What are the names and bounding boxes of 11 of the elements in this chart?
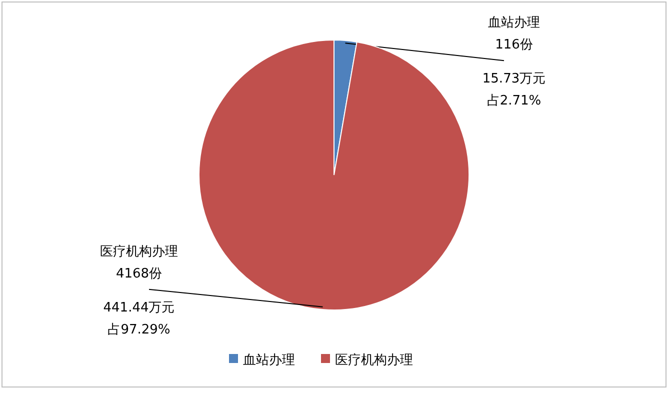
text: 15.73万元 (482, 72, 546, 87)
text: 4168份 (116, 266, 162, 282)
text: 占97.29% (108, 322, 170, 338)
legend-label: 医疗机构办理 (335, 353, 413, 368)
slice-label: 医疗机构办理 (100, 244, 178, 260)
legend-label: 血站办理 (243, 353, 295, 368)
category-label: 血站办理 (488, 16, 540, 31)
pie-slice (198, 40, 470, 310)
text: 441.44万元 (103, 300, 175, 316)
text: 116份 (495, 38, 533, 53)
text: 占2.71% (486, 94, 542, 109)
